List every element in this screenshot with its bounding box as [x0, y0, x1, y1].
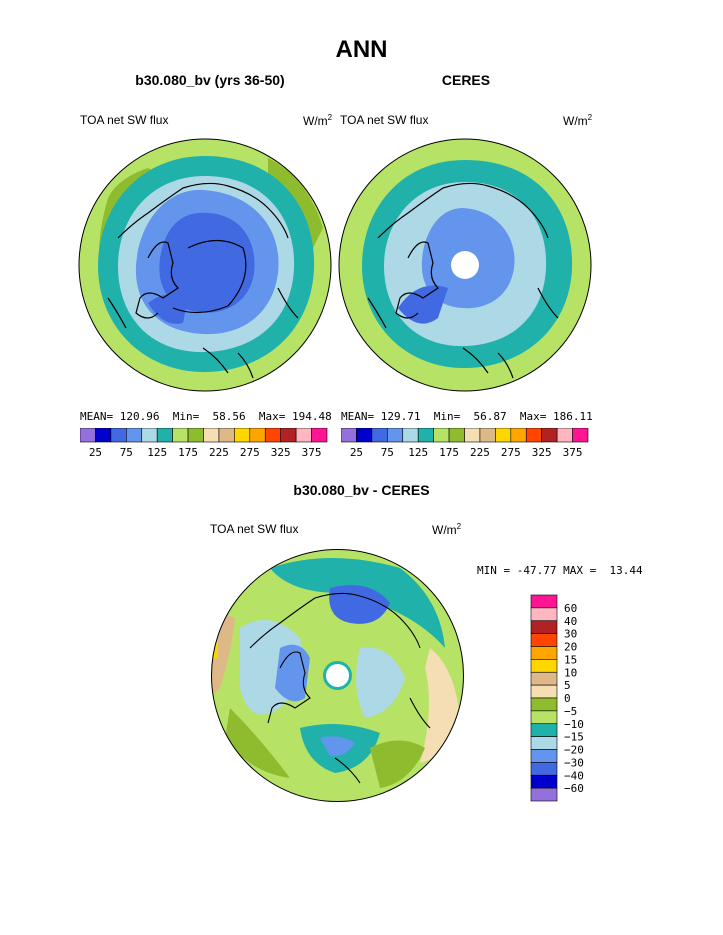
- panel-2-variable: TOA net SW flux: [340, 113, 429, 127]
- colorbar-model-swatch: [187, 428, 204, 443]
- diff-variable: TOA net SW flux: [210, 522, 299, 536]
- panel-2-title: CERES: [441, 72, 491, 88]
- colorbar-model-swatch: [110, 428, 127, 443]
- colorbar-difference-label: −40: [564, 769, 584, 782]
- colorbar-ceres-swatch: [464, 428, 481, 443]
- page-title: ANN: [335, 36, 388, 63]
- colorbar-ceres-label: 125: [408, 446, 428, 459]
- colorbar-difference-swatch: [530, 787, 558, 802]
- colorbar-difference-swatch: [530, 710, 558, 725]
- colorbar-ceres-swatch: [341, 428, 357, 443]
- colorbar-difference-label: −20: [564, 744, 584, 757]
- colorbar-ceres-swatch: [402, 428, 419, 443]
- colorbar-ceres-swatch: [433, 428, 450, 443]
- colorbar-difference-label: 40: [564, 615, 577, 628]
- colorbar-difference-label: 20: [564, 641, 577, 654]
- colorbar-model-swatch: [249, 428, 266, 443]
- colorbar-difference-swatch: [530, 697, 558, 712]
- colorbar-difference-label: 5: [564, 679, 571, 692]
- colorbar-model-swatch: [172, 428, 189, 443]
- colorbar-model-swatch: [126, 428, 143, 443]
- colorbar-model-swatch: [264, 428, 281, 443]
- colorbar-ceres-label: 275: [501, 446, 521, 459]
- colorbar-ceres-label: 225: [470, 446, 490, 459]
- colorbar-model-swatch: [156, 428, 173, 443]
- colorbar-model-label: 275: [240, 446, 260, 459]
- colorbar-model: 25 75 125 175 225 275 325 375: [80, 428, 328, 459]
- colorbar-ceres-swatch: [448, 428, 465, 443]
- colorbar-ceres-label: 75: [381, 446, 394, 459]
- colorbar-difference-label: −10: [564, 718, 584, 731]
- colorbar-model-swatch: [311, 428, 328, 443]
- panel-1-stats: MEAN= 120.96 Min= 58.56 Max= 194.48: [80, 410, 332, 423]
- colorbar-model-swatch: [218, 428, 235, 443]
- colorbar-difference-swatch: [530, 620, 558, 634]
- colorbar-model-swatch: [280, 428, 297, 443]
- colorbar-difference-swatch: [530, 671, 558, 686]
- colorbar-difference-swatch: [530, 646, 558, 660]
- colorbar-ceres-swatch: [387, 428, 404, 443]
- colorbar-ceres-swatch: [495, 428, 512, 443]
- colorbar-difference-label: 30: [564, 628, 577, 641]
- colorbar-ceres-label: 175: [439, 446, 459, 459]
- polar-map-ceres: [338, 138, 592, 392]
- colorbar-difference-swatch: [530, 723, 558, 737]
- colorbar-difference-label: 0: [564, 692, 571, 705]
- colorbar-difference-swatch: [530, 659, 558, 673]
- colorbar-ceres-swatch: [479, 428, 496, 443]
- colorbar-ceres-swatch: [525, 428, 542, 443]
- colorbar-difference-label: 60: [564, 602, 577, 615]
- panel-2-units: W/m2: [563, 113, 593, 128]
- panel-1-units: W/m2: [303, 113, 333, 128]
- colorbar-model-label: 325: [271, 446, 291, 459]
- panel-1-title: b30.080_bv (yrs 36-50): [135, 72, 285, 88]
- colorbar-difference-swatch: [530, 774, 558, 789]
- diff-title: b30.080_bv - CERES: [293, 482, 430, 498]
- colorbar-ceres-label: 375: [563, 446, 583, 459]
- colorbar-difference-swatch: [530, 684, 558, 699]
- colorbar-model-label: 75: [120, 446, 133, 459]
- diff-minmax: MIN = -47.77 MAX = 13.44: [477, 564, 643, 577]
- colorbar-difference-swatch: [530, 749, 558, 763]
- colorbar-model-swatch: [141, 428, 158, 443]
- colorbar-model-label: 175: [178, 446, 198, 459]
- colorbar-difference-swatch: [530, 633, 558, 647]
- colorbar-ceres-swatch: [572, 428, 589, 443]
- colorbar-ceres-swatch: [510, 428, 527, 443]
- colorbar-difference-swatch: [530, 594, 558, 609]
- colorbar-difference-label: −5: [564, 705, 577, 718]
- colorbar-difference-label: 10: [564, 666, 577, 679]
- polar-map-difference: [211, 549, 464, 802]
- colorbar-difference-swatch: [530, 607, 558, 622]
- colorbar-model-swatch: [80, 428, 96, 443]
- colorbar-ceres-swatch: [417, 428, 434, 443]
- panel-2-stats: MEAN= 129.71 Min= 56.87 Max= 186.11: [341, 410, 593, 423]
- panel-1-variable: TOA net SW flux: [80, 113, 169, 127]
- colorbar-ceres-swatch: [371, 428, 388, 443]
- colorbar-model-swatch: [295, 428, 312, 443]
- colorbar-difference-label: −60: [564, 782, 584, 795]
- colorbar-model-label: 375: [302, 446, 322, 459]
- diff-units: W/m2: [432, 522, 462, 537]
- colorbar-ceres: 25 75 125 175 225 275 325 375: [341, 428, 589, 459]
- colorbar-model-label: 225: [209, 446, 229, 459]
- colorbar-difference-label: 15: [564, 653, 577, 666]
- colorbar-difference-swatch: [530, 736, 558, 750]
- colorbar-ceres-swatch: [356, 428, 373, 443]
- colorbar-model-swatch: [95, 428, 112, 443]
- colorbar-ceres-label: 325: [532, 446, 552, 459]
- colorbar-model-swatch: [203, 428, 220, 443]
- colorbar-model-swatch: [234, 428, 251, 443]
- colorbar-ceres-swatch: [556, 428, 573, 443]
- colorbar-ceres-swatch: [541, 428, 558, 443]
- colorbar-difference-label: −30: [564, 756, 584, 769]
- colorbar-difference-label: −15: [564, 731, 584, 744]
- colorbar-model-label: 25: [89, 446, 102, 459]
- colorbar-difference-swatch: [530, 762, 558, 776]
- colorbar-model-label: 125: [147, 446, 167, 459]
- polar-map-model: [78, 138, 332, 392]
- colorbar-ceres-label: 25: [350, 446, 363, 459]
